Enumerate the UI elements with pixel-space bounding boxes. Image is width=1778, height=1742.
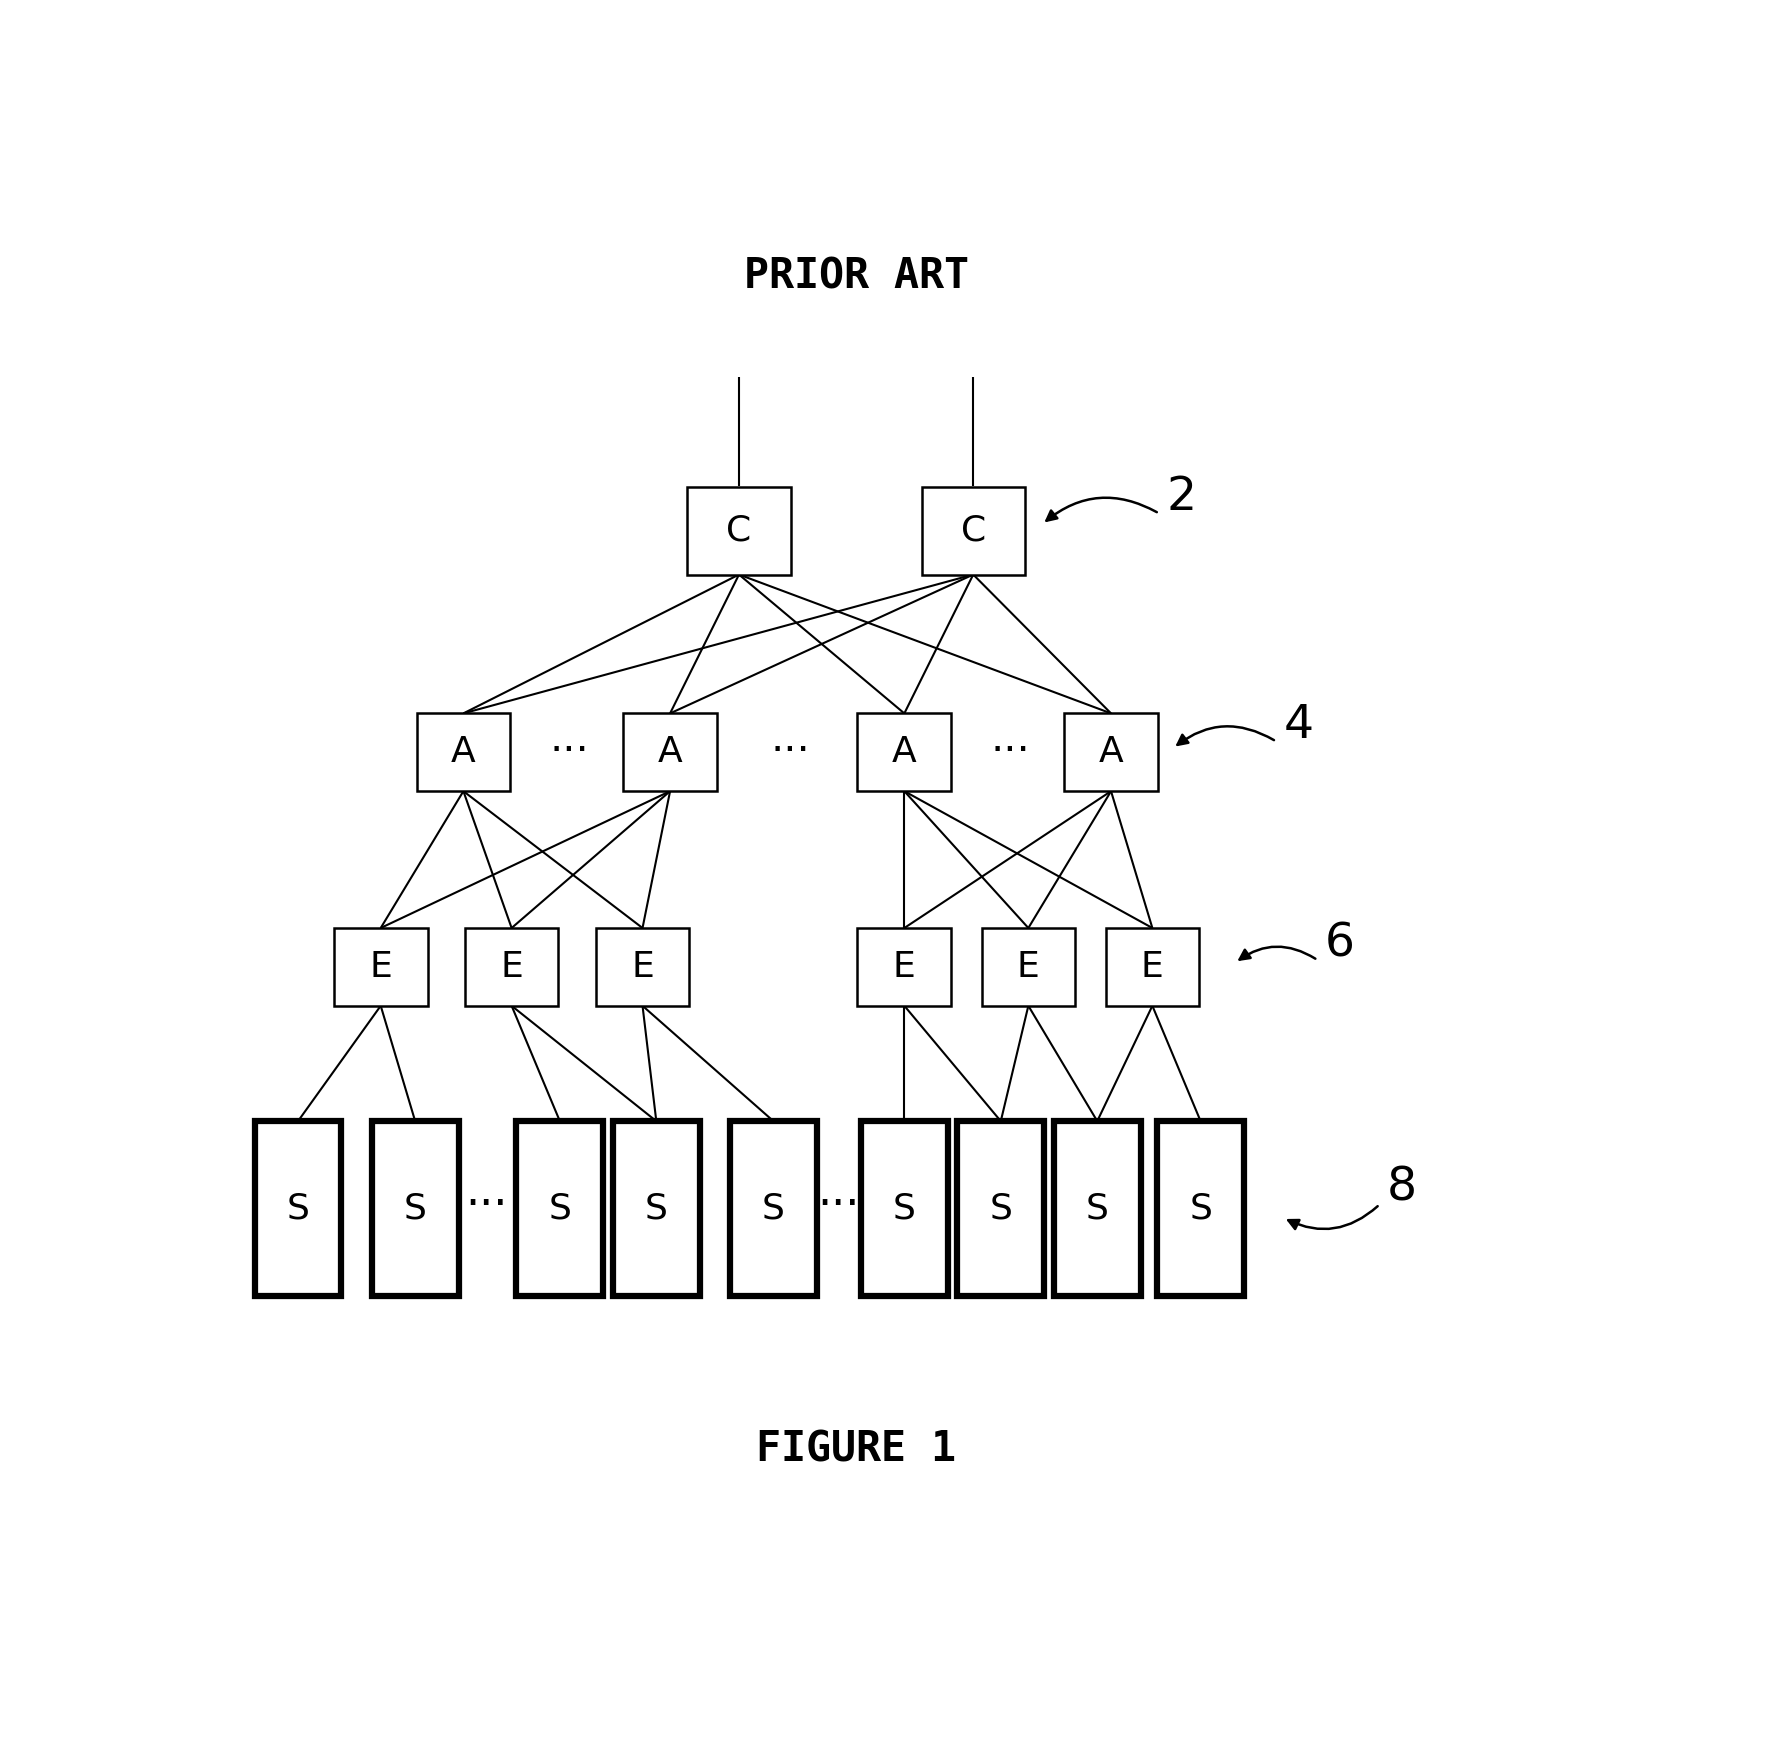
- Bar: [372, 1122, 459, 1296]
- Bar: [254, 1122, 341, 1296]
- Bar: [613, 1122, 701, 1296]
- Text: E: E: [1017, 949, 1040, 984]
- Text: ···: ···: [770, 730, 809, 772]
- Text: C: C: [960, 514, 985, 549]
- Text: A: A: [658, 735, 683, 770]
- Text: E: E: [370, 949, 393, 984]
- Text: A: A: [452, 735, 477, 770]
- Text: ···: ···: [466, 1185, 509, 1226]
- Bar: [981, 928, 1076, 1005]
- Text: S: S: [989, 1192, 1012, 1225]
- Bar: [857, 714, 951, 791]
- Text: ···: ···: [990, 730, 1029, 772]
- Bar: [957, 1122, 1044, 1296]
- Bar: [516, 1122, 603, 1296]
- Text: ···: ···: [818, 1185, 859, 1226]
- Text: E: E: [500, 949, 523, 984]
- Text: S: S: [1189, 1192, 1213, 1225]
- Text: E: E: [893, 949, 916, 984]
- Text: E: E: [1141, 949, 1165, 984]
- Bar: [1054, 1122, 1141, 1296]
- Text: S: S: [286, 1192, 309, 1225]
- Bar: [1157, 1122, 1245, 1296]
- Text: C: C: [727, 514, 752, 549]
- Text: E: E: [631, 949, 654, 984]
- Bar: [596, 928, 690, 1005]
- Text: S: S: [763, 1192, 784, 1225]
- Bar: [731, 1122, 816, 1296]
- Bar: [861, 1122, 948, 1296]
- Text: S: S: [404, 1192, 427, 1225]
- Text: 8: 8: [1387, 1165, 1417, 1211]
- Text: A: A: [1099, 735, 1124, 770]
- Bar: [624, 714, 717, 791]
- Text: S: S: [548, 1192, 571, 1225]
- Bar: [464, 928, 558, 1005]
- Bar: [688, 488, 791, 575]
- Bar: [1106, 928, 1198, 1005]
- Text: S: S: [893, 1192, 916, 1225]
- Text: S: S: [645, 1192, 669, 1225]
- Text: S: S: [1086, 1192, 1109, 1225]
- Bar: [416, 714, 510, 791]
- Bar: [921, 488, 1024, 575]
- Text: 2: 2: [1166, 476, 1197, 519]
- Text: A: A: [893, 735, 917, 770]
- Text: ···: ···: [549, 730, 589, 772]
- Text: 4: 4: [1284, 704, 1314, 747]
- Text: PRIOR ART: PRIOR ART: [743, 256, 969, 298]
- Bar: [857, 928, 951, 1005]
- Text: 6: 6: [1325, 922, 1355, 967]
- Bar: [1065, 714, 1157, 791]
- Text: FIGURE 1: FIGURE 1: [756, 1428, 957, 1470]
- Bar: [334, 928, 427, 1005]
